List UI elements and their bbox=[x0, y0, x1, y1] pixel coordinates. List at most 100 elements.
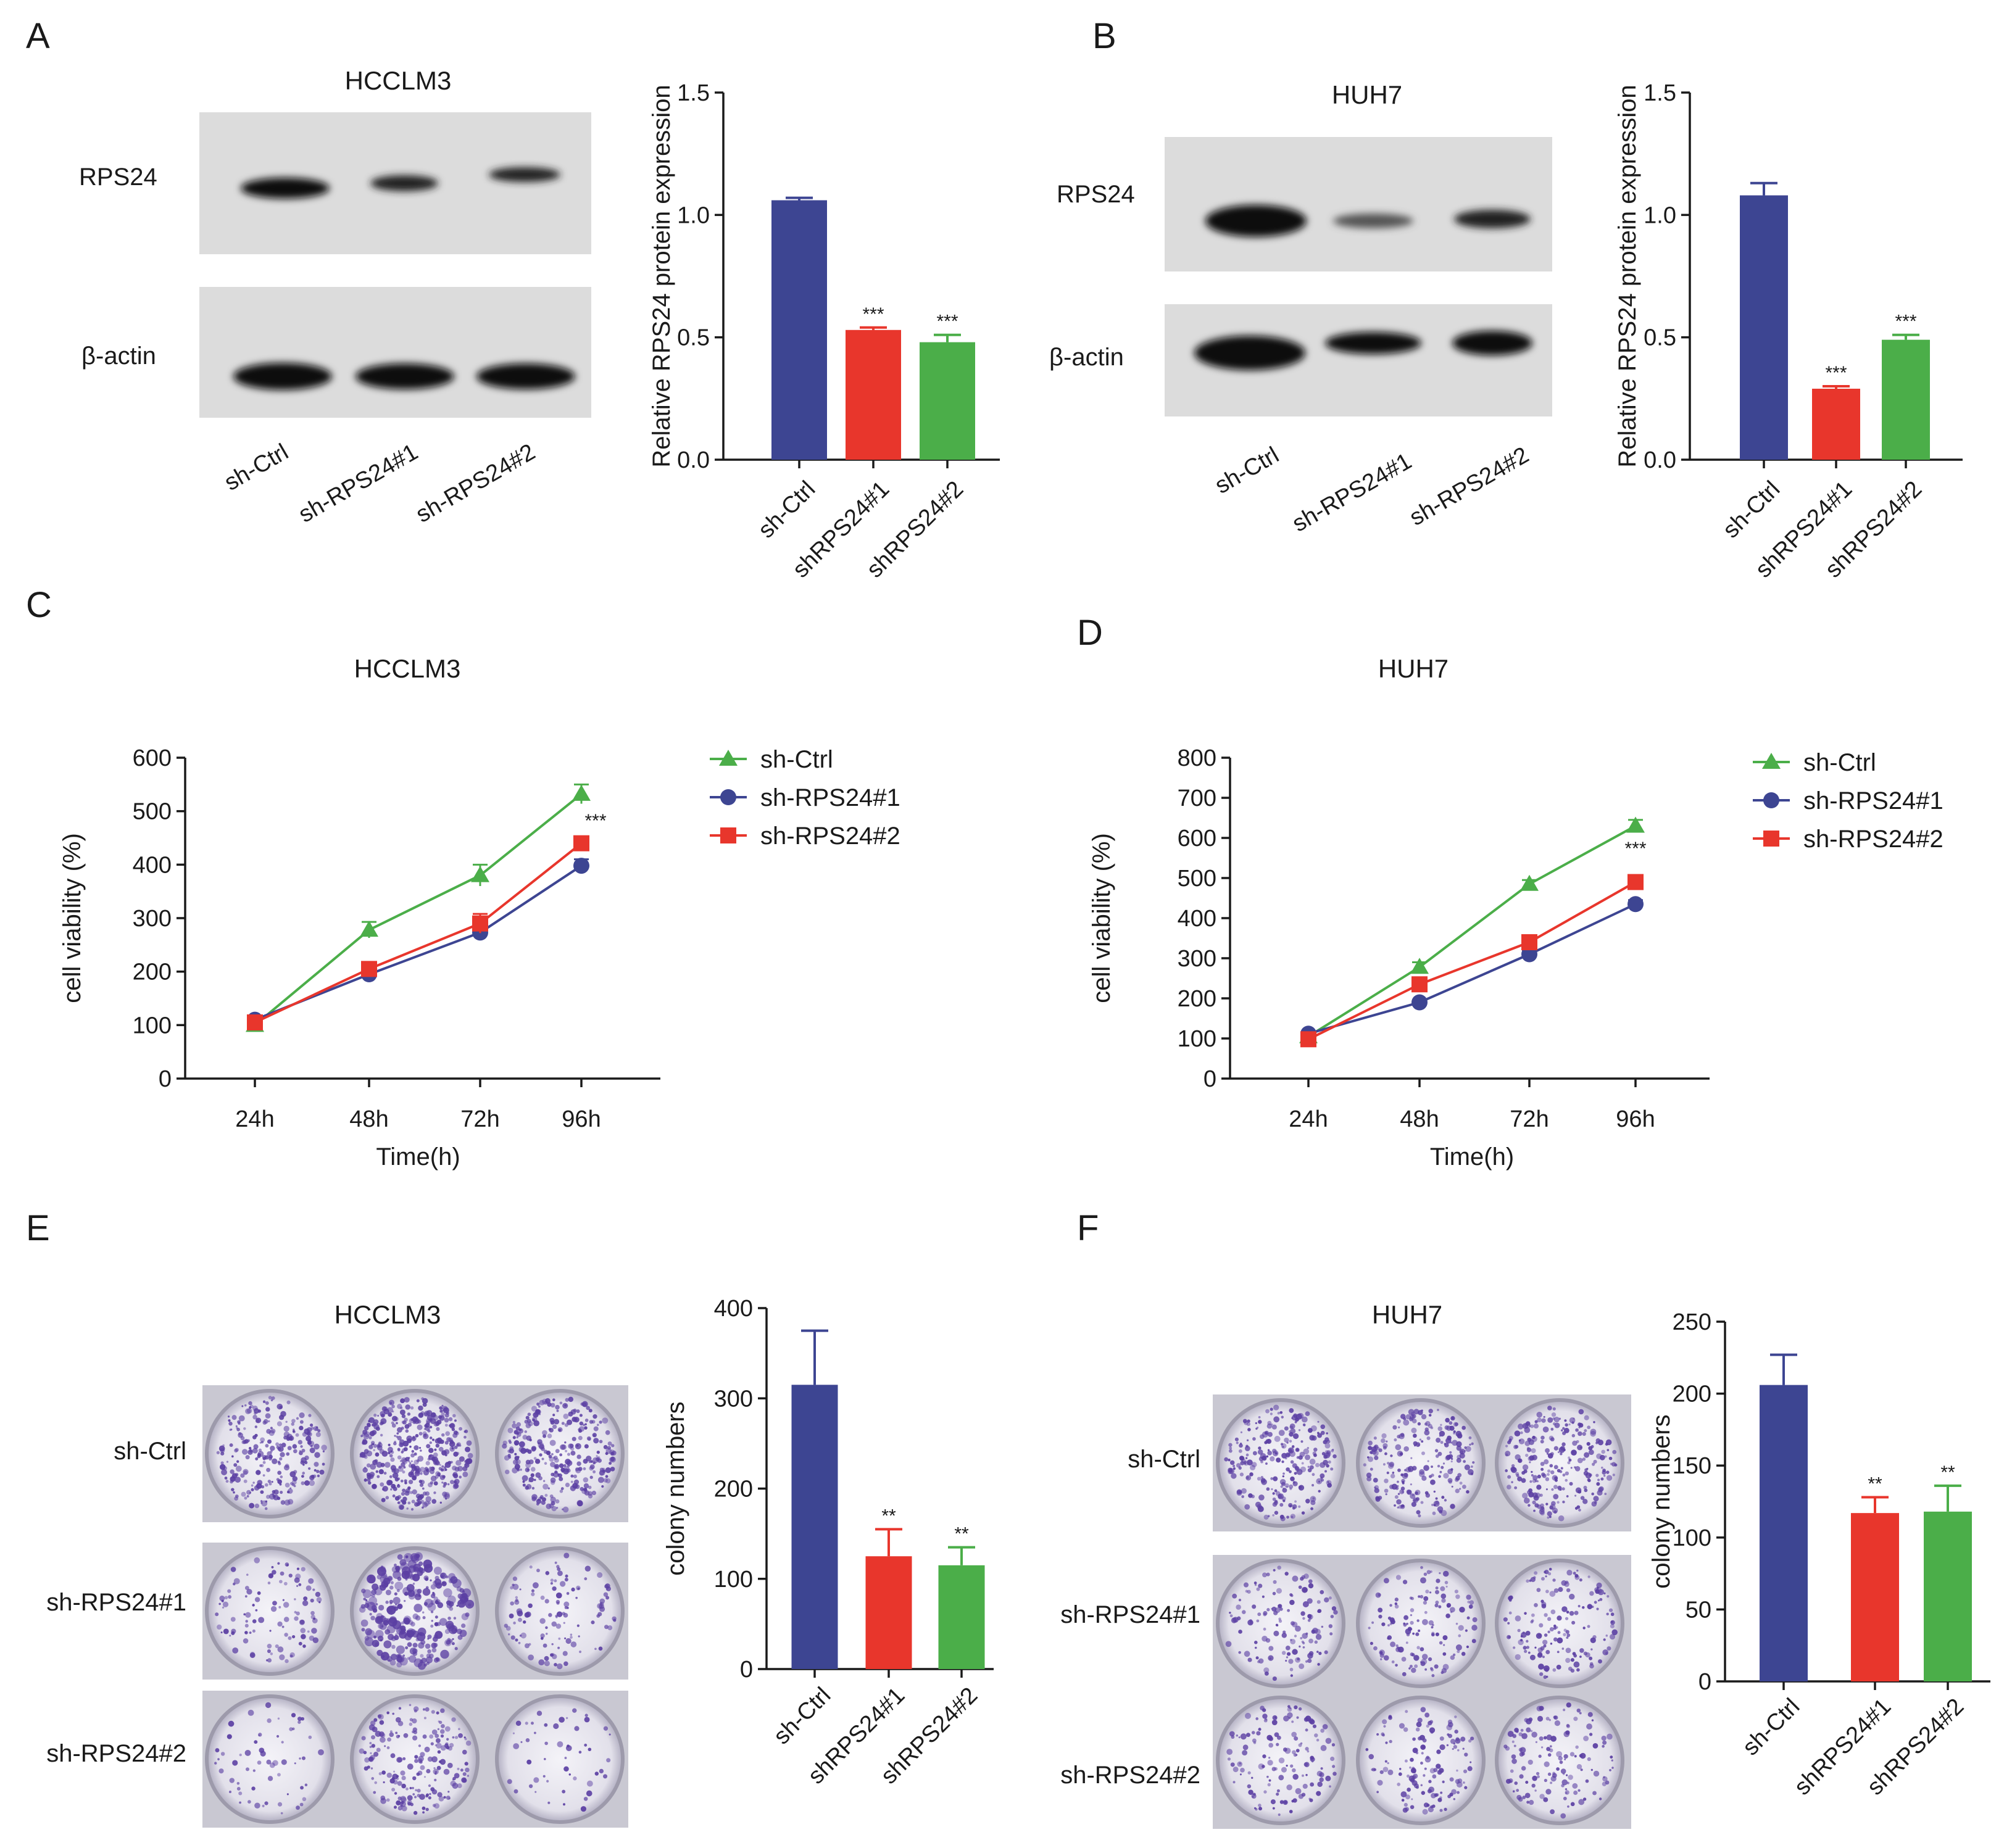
colony bbox=[394, 1581, 404, 1591]
colony bbox=[1255, 1501, 1262, 1508]
colony bbox=[1305, 1498, 1310, 1504]
colony bbox=[411, 1499, 415, 1504]
colony bbox=[260, 1437, 265, 1443]
colony bbox=[546, 1633, 548, 1635]
colony bbox=[1291, 1417, 1294, 1420]
colony bbox=[301, 1481, 305, 1485]
colony bbox=[1388, 1715, 1392, 1719]
colony bbox=[569, 1443, 574, 1448]
colony bbox=[218, 1768, 224, 1774]
colony bbox=[1302, 1783, 1308, 1789]
well bbox=[1360, 1562, 1482, 1684]
colony bbox=[1430, 1479, 1436, 1485]
colony bbox=[447, 1483, 450, 1486]
colony bbox=[1549, 1627, 1554, 1631]
y-axis-title: Relative RPS24 protein expression bbox=[1614, 85, 1641, 467]
colony bbox=[227, 1415, 230, 1418]
colony bbox=[462, 1588, 472, 1597]
colony bbox=[1563, 1633, 1566, 1636]
colony bbox=[1470, 1465, 1473, 1468]
colony bbox=[1518, 1639, 1524, 1646]
colony bbox=[1576, 1764, 1582, 1770]
colony bbox=[285, 1659, 289, 1664]
colony bbox=[1402, 1480, 1405, 1484]
colony bbox=[427, 1635, 432, 1639]
colony bbox=[1324, 1452, 1331, 1459]
colony bbox=[409, 1491, 413, 1494]
colony bbox=[1288, 1659, 1294, 1664]
colony bbox=[220, 1631, 223, 1634]
colony bbox=[390, 1457, 395, 1462]
colony bbox=[312, 1474, 317, 1478]
colony bbox=[1466, 1616, 1470, 1620]
colony bbox=[1258, 1583, 1263, 1588]
colony bbox=[555, 1599, 560, 1604]
colony bbox=[221, 1469, 228, 1475]
colony bbox=[1557, 1631, 1561, 1635]
colony bbox=[407, 1763, 414, 1770]
colony bbox=[1431, 1674, 1435, 1678]
colony bbox=[559, 1453, 563, 1457]
colony bbox=[1323, 1440, 1328, 1444]
colony bbox=[304, 1461, 308, 1464]
colony bbox=[1432, 1774, 1437, 1779]
colony bbox=[277, 1562, 280, 1565]
colony bbox=[1245, 1589, 1249, 1593]
colony bbox=[453, 1617, 457, 1620]
colony bbox=[515, 1599, 518, 1602]
x-tick-label: sh-Ctrl bbox=[1718, 476, 1785, 544]
colony bbox=[1442, 1780, 1445, 1783]
colony bbox=[1305, 1728, 1308, 1732]
colony bbox=[1511, 1481, 1513, 1483]
panel-letter-f: F bbox=[1077, 1208, 1099, 1248]
colony bbox=[1520, 1728, 1524, 1732]
colony bbox=[1273, 1630, 1279, 1636]
colony bbox=[1530, 1730, 1533, 1733]
colony bbox=[1514, 1781, 1518, 1785]
colony bbox=[1233, 1767, 1239, 1773]
colony bbox=[1593, 1421, 1595, 1423]
colony bbox=[564, 1637, 567, 1639]
colony bbox=[249, 1502, 255, 1509]
colony bbox=[456, 1604, 459, 1607]
colony bbox=[373, 1718, 378, 1722]
legend-label: sh-RPS24#2 bbox=[1803, 826, 1943, 853]
significance-label: *** bbox=[1825, 363, 1847, 383]
colony bbox=[1545, 1589, 1549, 1594]
x-tick-label: sh-Ctrl bbox=[1738, 1694, 1805, 1761]
colony bbox=[1324, 1443, 1331, 1449]
colony bbox=[1234, 1437, 1239, 1441]
colony bbox=[1407, 1626, 1412, 1631]
colony bbox=[1410, 1493, 1416, 1499]
colony bbox=[371, 1777, 375, 1780]
colony bbox=[285, 1483, 290, 1488]
colony bbox=[404, 1633, 412, 1641]
colony bbox=[1239, 1490, 1242, 1494]
colony bbox=[1263, 1514, 1269, 1520]
colony bbox=[281, 1759, 287, 1765]
colony bbox=[538, 1476, 542, 1481]
colony bbox=[1560, 1813, 1566, 1819]
bar-3 bbox=[1924, 1511, 1972, 1681]
colony bbox=[1519, 1752, 1524, 1757]
colony bbox=[230, 1617, 236, 1622]
colony bbox=[457, 1465, 464, 1472]
colony bbox=[1503, 1617, 1508, 1622]
colony bbox=[1410, 1614, 1413, 1617]
colony bbox=[1540, 1599, 1544, 1603]
colony bbox=[1278, 1604, 1282, 1609]
series-line-2 bbox=[254, 864, 583, 1021]
colony bbox=[1256, 1619, 1260, 1623]
colony bbox=[1247, 1784, 1252, 1789]
colony bbox=[227, 1734, 232, 1739]
colony bbox=[1440, 1671, 1444, 1675]
colony bbox=[1295, 1413, 1302, 1420]
colony bbox=[554, 1579, 557, 1583]
colony bbox=[567, 1607, 569, 1609]
colony bbox=[215, 1748, 220, 1753]
colony bbox=[1550, 1643, 1553, 1645]
colony bbox=[362, 1438, 367, 1442]
colony bbox=[601, 1485, 604, 1488]
colony bbox=[1605, 1443, 1608, 1446]
